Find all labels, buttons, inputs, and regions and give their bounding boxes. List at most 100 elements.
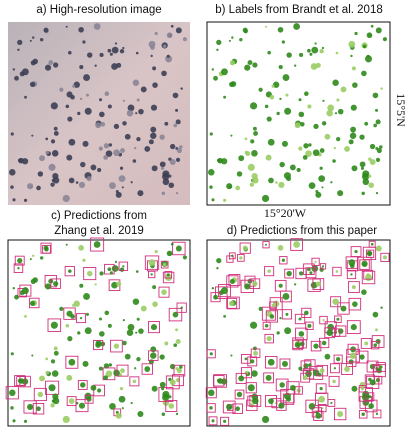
- prediction-box: [364, 399, 378, 413]
- tree: [372, 311, 379, 318]
- tree: [175, 27, 182, 34]
- tree: [289, 384, 296, 391]
- tree: [127, 104, 135, 112]
- tree: [350, 126, 357, 133]
- prediction-box: [206, 403, 216, 413]
- tree: [12, 286, 16, 290]
- tree: [118, 175, 126, 183]
- tree: [165, 273, 173, 282]
- tree: [264, 104, 269, 109]
- tree: [39, 256, 44, 260]
- tree: [209, 185, 213, 189]
- tree: [52, 397, 60, 405]
- tree: [299, 271, 304, 276]
- tree: [252, 177, 259, 184]
- tree: [53, 62, 59, 68]
- tree: [138, 108, 144, 115]
- tree: [361, 412, 365, 416]
- tree: [80, 161, 86, 168]
- tree: [126, 109, 134, 117]
- tree: [111, 63, 118, 70]
- tree: [364, 341, 369, 346]
- tree: [242, 27, 248, 33]
- tree: [53, 131, 59, 136]
- tree: [286, 270, 292, 277]
- tree: [150, 352, 157, 359]
- tree: [247, 60, 253, 66]
- tree: [319, 166, 323, 170]
- tree: [53, 281, 59, 287]
- prediction-trees: [5, 237, 187, 424]
- tree: [79, 283, 84, 288]
- tree: [175, 157, 181, 162]
- tree: [314, 42, 317, 45]
- tree: [335, 51, 339, 55]
- prediction-box: [363, 269, 373, 280]
- tree: [150, 54, 153, 58]
- prediction-box: [32, 403, 45, 415]
- tree: [221, 287, 228, 295]
- tree: [379, 145, 383, 149]
- tree: [351, 66, 356, 71]
- tree: [235, 185, 240, 191]
- tree: [278, 283, 283, 288]
- tree: [65, 25, 68, 28]
- tree: [213, 75, 218, 81]
- tree: [169, 143, 176, 150]
- prediction-box: [305, 267, 317, 279]
- tree: [109, 402, 116, 410]
- tree: [119, 166, 124, 170]
- tree: [150, 132, 157, 139]
- tree: [279, 161, 285, 168]
- tree: [77, 111, 81, 116]
- tree: [334, 331, 338, 334]
- prediction-box: [281, 309, 293, 320]
- prediction-box: [77, 380, 88, 390]
- prediction-box: [341, 363, 353, 375]
- tree: [50, 102, 58, 110]
- tree: [179, 365, 183, 369]
- tree: [362, 262, 367, 267]
- tree: [285, 312, 289, 316]
- tree: [340, 86, 347, 93]
- tree: [250, 139, 255, 144]
- tree: [267, 358, 275, 366]
- tree: [282, 74, 290, 82]
- tree: [229, 300, 235, 307]
- tree: [304, 310, 309, 316]
- tree: [90, 164, 97, 171]
- tree: [82, 258, 86, 262]
- tree: [380, 306, 383, 309]
- tree: [176, 368, 182, 374]
- tree: [271, 84, 275, 88]
- tree: [221, 158, 228, 165]
- tree: [382, 255, 387, 260]
- panel-title: a) High-resolution image: [36, 4, 161, 16]
- tree: [150, 104, 158, 111]
- prediction-box: [303, 263, 315, 275]
- tree: [12, 198, 16, 202]
- prediction-box: [226, 275, 239, 288]
- tree: [298, 111, 305, 118]
- tree: [161, 387, 165, 391]
- prediction-box: [226, 297, 238, 309]
- tree: [79, 316, 83, 320]
- prediction-box: [63, 307, 76, 320]
- tree: [122, 265, 125, 268]
- prediction-box: [371, 340, 380, 350]
- tree: [294, 64, 297, 67]
- tree: [281, 258, 285, 262]
- tree: [10, 406, 14, 410]
- tree: [77, 331, 81, 335]
- tree: [78, 181, 86, 189]
- prediction-box: [168, 307, 183, 322]
- tree: [380, 87, 383, 90]
- tree: [182, 255, 187, 260]
- tree: [310, 63, 318, 70]
- tree: [135, 112, 138, 115]
- tree: [223, 95, 227, 99]
- tree: [78, 402, 86, 409]
- prediction-box: [292, 339, 303, 351]
- tree: [68, 398, 75, 404]
- tree: [336, 137, 341, 142]
